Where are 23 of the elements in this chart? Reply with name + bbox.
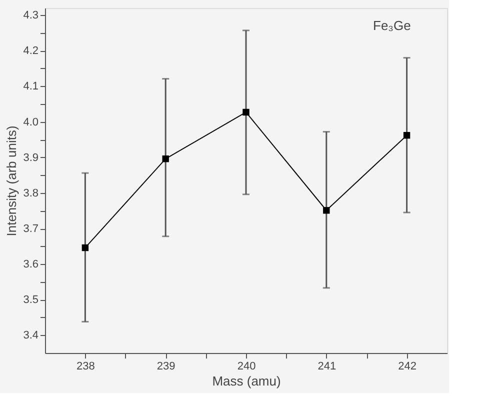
x-tick-label: 238 [76, 360, 95, 372]
point [403, 132, 410, 139]
y-axis-title: Intensity (arb units) [4, 126, 20, 236]
point [82, 244, 89, 252]
y-tick-label: 3.8 [23, 187, 38, 200]
y-tick-label: 4.3 [23, 10, 38, 22]
y-tick-label: 3.6 [23, 258, 38, 271]
x-tick-label: 242 [398, 360, 416, 372]
x-tick-label: 239 [156, 360, 176, 372]
annotation: Fe₃Ge [373, 18, 411, 33]
y-tick-label: 4.1 [23, 80, 38, 93]
point [242, 108, 250, 116]
x-axis-title: Mass (amu) [212, 374, 281, 388]
y-tick-label: 3.5 [23, 294, 38, 306]
x-tick-label: 241 [318, 360, 336, 372]
y-tick-label: 3.9 [23, 152, 38, 164]
point [162, 155, 169, 162]
point [323, 207, 330, 214]
x-tick-label: 240 [237, 360, 256, 372]
y-tick-label: 4.0 [23, 116, 38, 128]
y-tick-label: 4.2 [23, 45, 38, 58]
y-tick-label: 3.7 [23, 223, 38, 236]
y-tick-label: 3.4 [23, 330, 38, 342]
